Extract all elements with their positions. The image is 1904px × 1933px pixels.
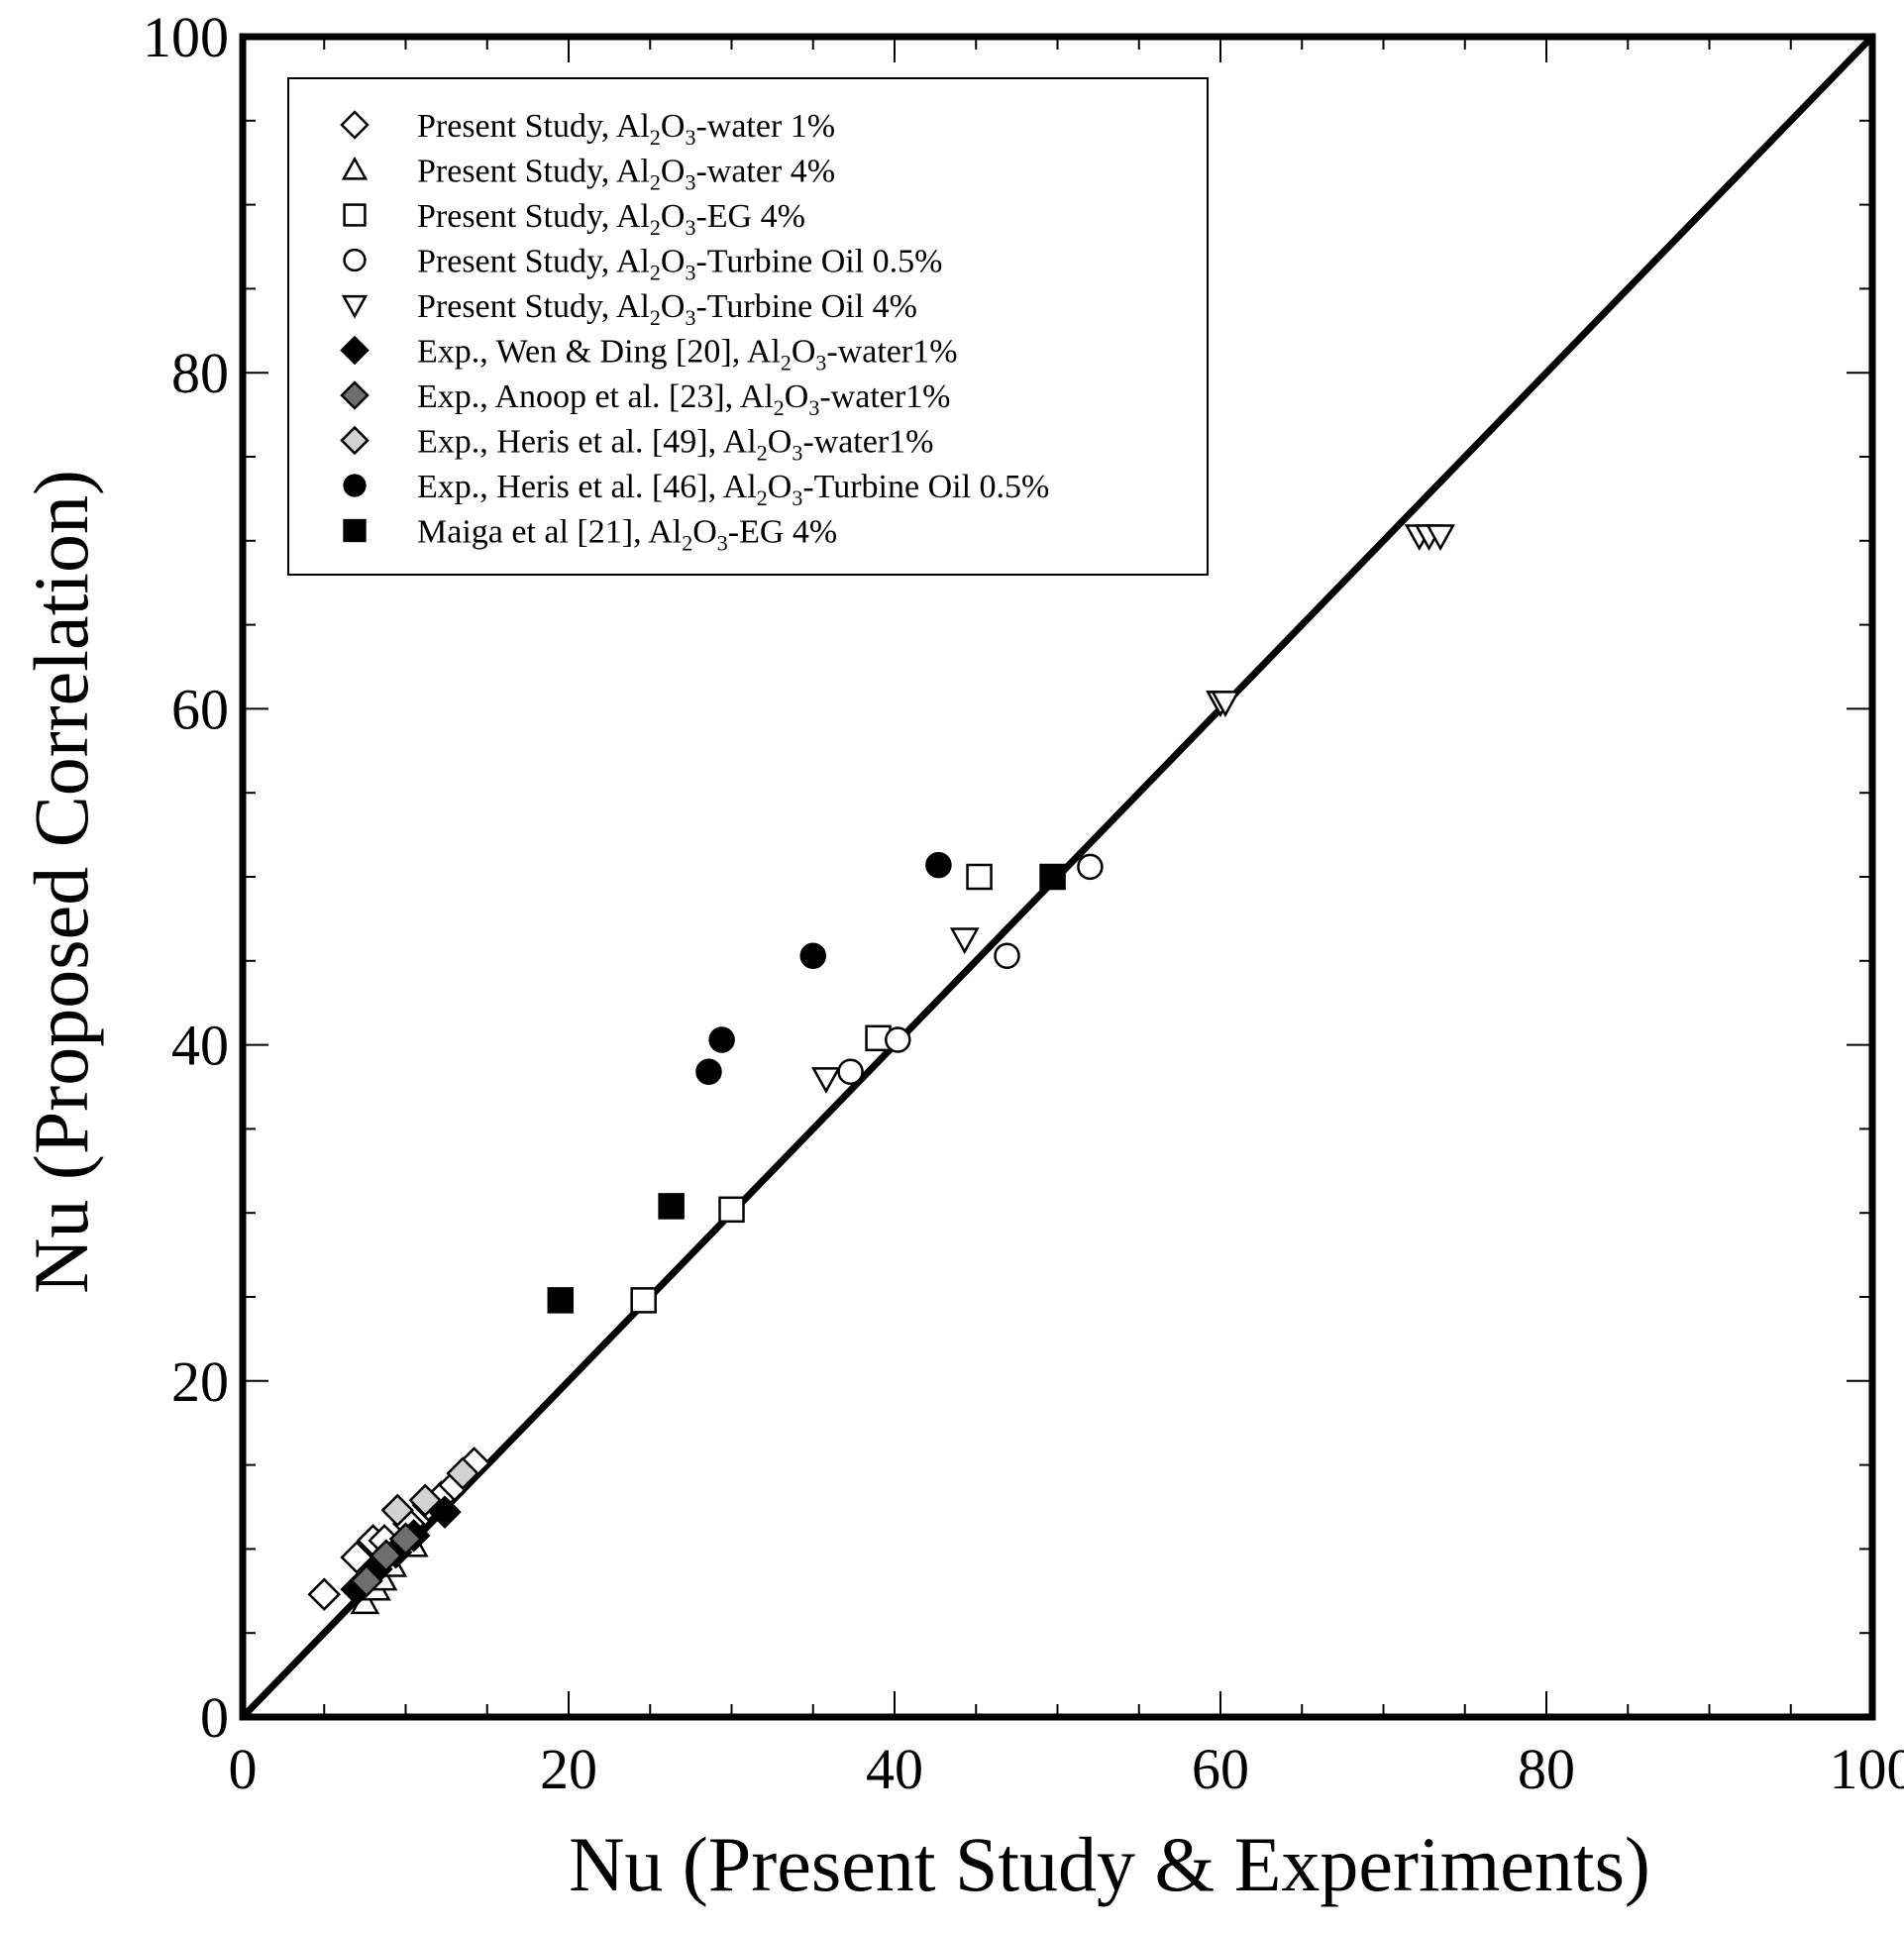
series-8 — [380, 1456, 479, 1528]
data-point — [994, 942, 1020, 969]
data-point — [350, 1563, 383, 1598]
legend-label: Present Study, Al2O3-water 4% — [417, 154, 835, 195]
y-axis-title: Nu (Proposed Correlation) — [18, 470, 104, 1294]
data-point — [799, 942, 826, 969]
x-tick-labels: 0 20 40 60 80 100 — [229, 1737, 1904, 1801]
x-axis-title: Nu (Present Study & Experiments) — [569, 1821, 1650, 1907]
legend-item-1: Present Study, Al2O3-water 1% — [340, 108, 835, 150]
legend-item-4: Present Study, Al2O3-Turbine Oil 0.5% — [343, 244, 942, 285]
legend-marker — [341, 294, 369, 319]
legend-marker — [341, 156, 369, 180]
data-point — [446, 1456, 479, 1490]
y-tick-label: 0 — [200, 1685, 229, 1750]
series-5 — [811, 524, 1455, 1094]
legend-item-5: Present Study, Al2O3-Turbine Oil 4% — [341, 288, 917, 330]
series-9 — [695, 851, 952, 1085]
legend-marker — [343, 474, 367, 497]
data-point — [837, 1058, 864, 1085]
x-tick-label: 80 — [1518, 1737, 1575, 1801]
legend-label: Present Study, Al2O3-Turbine Oil 0.5% — [417, 244, 942, 285]
y-tick-labels: 0 20 40 60 80 100 — [143, 5, 229, 1750]
data-point — [307, 1577, 342, 1611]
data-points — [307, 524, 1455, 1615]
data-point — [369, 1539, 403, 1572]
legend-label: Present Study, Al2O3-EG 4% — [417, 198, 805, 240]
data-point — [1426, 524, 1455, 552]
x-tick-label: 20 — [540, 1737, 597, 1801]
y-tick-label: 100 — [143, 5, 229, 69]
legend-item-6: Exp., Wen & Ding [20], Al2O3-water1% — [340, 334, 958, 376]
data-point — [658, 1193, 685, 1220]
legend-marker — [340, 380, 370, 410]
data-point — [718, 1196, 745, 1224]
data-point — [949, 927, 980, 955]
data-point — [811, 1067, 841, 1094]
x-tick-label: 0 — [229, 1737, 258, 1801]
plot-frame — [239, 33, 1876, 1721]
data-point — [708, 1026, 735, 1053]
data-point — [408, 1483, 443, 1517]
legend-item-9: Exp., Heris et al. [46], Al2O3-Turbine O… — [343, 469, 1049, 510]
legend-label: Exp., Anoop et al. [23], Al2O3-water1% — [417, 378, 951, 420]
series-10 — [547, 863, 1066, 1314]
legend-item-2: Present Study, Al2O3-water 4% — [341, 154, 835, 195]
legend-marker — [343, 518, 367, 543]
data-point — [695, 1058, 722, 1085]
series-4 — [837, 853, 1104, 1085]
y-tick-label: 20 — [171, 1349, 229, 1414]
y-tick-label: 60 — [171, 677, 229, 741]
legend-marker — [343, 203, 367, 227]
data-point — [925, 851, 952, 879]
legend-item-7: Exp., Anoop et al. [23], Al2O3-water1% — [340, 378, 951, 420]
legend-box — [287, 77, 1209, 576]
legend-label: Exp., Heris et al. [49], Al2O3-water1% — [417, 424, 933, 466]
data-point — [966, 863, 993, 891]
data-point — [1077, 853, 1104, 881]
legend: Present Study, Al2O3-water 1%Present Stu… — [287, 77, 1209, 576]
legend-marker — [340, 425, 370, 456]
data-point — [388, 1522, 423, 1556]
data-point — [630, 1287, 657, 1314]
series-3 — [630, 863, 993, 1314]
legend-label: Exp., Wen & Ding [20], Al2O3-water1% — [417, 334, 958, 376]
legend-label: Present Study, Al2O3-water 1% — [417, 108, 835, 150]
legend-label: Present Study, Al2O3-Turbine Oil 4% — [417, 288, 917, 330]
legend-item-8: Exp., Heris et al. [49], Al2O3-water1% — [340, 424, 933, 466]
legend-marker — [343, 248, 367, 272]
legend-marker — [340, 335, 370, 366]
data-point — [1211, 691, 1240, 717]
y-tick-label: 80 — [171, 341, 229, 405]
y-tick-label: 40 — [171, 1014, 229, 1078]
data-point — [1039, 863, 1066, 891]
data-point — [885, 1026, 911, 1053]
legend-item-3: Present Study, Al2O3-EG 4% — [343, 198, 805, 240]
series-7 — [350, 1522, 423, 1598]
data-point — [380, 1493, 415, 1528]
x-tick-label: 100 — [1830, 1737, 1904, 1801]
x-tick-label: 40 — [866, 1737, 923, 1801]
legend-item-10: Maiga et al [21], Al2O3-EG 4% — [343, 514, 837, 556]
data-point — [547, 1287, 575, 1314]
legend-label: Maiga et al [21], Al2O3-EG 4% — [417, 514, 837, 556]
legend-label: Exp., Heris et al. [46], Al2O3-Turbine O… — [417, 469, 1049, 510]
legend-marker — [340, 110, 370, 140]
x-tick-label: 60 — [1192, 1737, 1249, 1801]
